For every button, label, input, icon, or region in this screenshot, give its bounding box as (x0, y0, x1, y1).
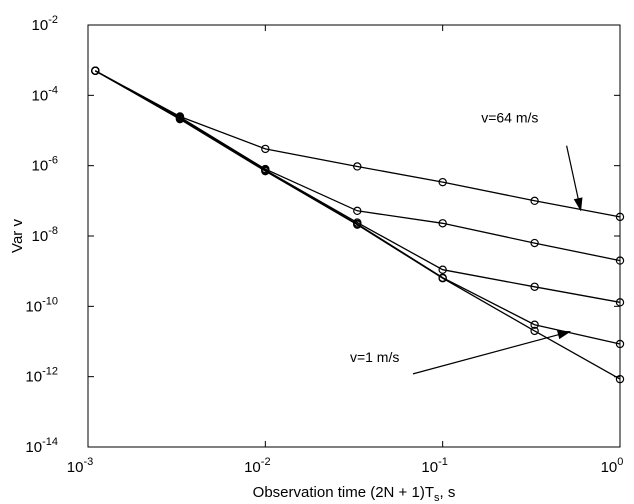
x-tick-label-base: 10 (67, 459, 84, 476)
series-2-point (530, 238, 539, 248)
annotation-label: v=64 m/s (481, 109, 538, 125)
y-tick-label: 10-14 (25, 436, 58, 456)
y-tick-label-base: 10 (32, 158, 49, 175)
y-tick-label-exponent: -8 (48, 225, 58, 237)
series-5-point (91, 66, 100, 75)
series-4-point (530, 320, 539, 329)
y-tick-label-base: 10 (32, 228, 49, 245)
annotation-layer: v=64 m/s v=1 m/s (350, 109, 583, 375)
series-2-point (615, 256, 625, 265)
y-tick-label: 10-12 (25, 366, 58, 386)
y-tick-label-exponent: -4 (48, 84, 58, 96)
y-tick-label-base: 10 (32, 87, 49, 104)
y-axis-label: Var v (9, 219, 26, 253)
series-1-point (261, 144, 270, 154)
series-5-point (615, 374, 625, 384)
x-tick-label-base: 10 (421, 459, 438, 476)
y-tick-label-base: 10 (25, 298, 42, 315)
series-3-point (438, 265, 447, 274)
series-line-5 (94, 70, 621, 380)
series-1-point (353, 162, 362, 171)
annotation-arrow-head (573, 197, 583, 212)
y-tick-label: 10-10 (25, 295, 58, 315)
x-tick-label-exponent: 0 (617, 456, 623, 468)
annotation-arrow-head (556, 330, 572, 340)
series-2-point (353, 206, 362, 216)
plot-area (87, 24, 621, 448)
y-tick-label-exponent: -12 (42, 366, 58, 378)
y-tick-label-exponent: -6 (48, 155, 58, 167)
series-2-point (438, 219, 447, 228)
y-tick-label: 10-6 (32, 155, 58, 175)
x-tick-label-base: 10 (244, 459, 261, 476)
series-5-point (261, 166, 270, 176)
y-tick-label-base: 10 (32, 17, 49, 34)
series-1-point (530, 196, 539, 206)
y-tick-label-base: 10 (25, 439, 42, 456)
x-tick-label: 10-1 (421, 456, 447, 476)
series-1-point (615, 212, 625, 222)
x-axis-label-subscript: s (434, 492, 440, 504)
x-tick-label: 100 (601, 456, 624, 476)
series-3-point (530, 282, 539, 291)
x-tick-label-base: 10 (601, 459, 618, 476)
series-3-point (615, 298, 625, 307)
x-tick-label: 10-2 (244, 456, 270, 476)
series-5-point (438, 274, 447, 283)
annotation-label: v=1 m/s (350, 349, 399, 365)
annotation-arrow-shaft (412, 331, 570, 375)
x-tick-label: 10-3 (67, 456, 93, 476)
y-tick-label-exponent: -14 (42, 436, 58, 448)
y-tick-label: 10-2 (32, 14, 58, 34)
y-tick-label-exponent: -2 (48, 14, 58, 26)
series-4-point (615, 339, 625, 349)
y-tick-label: 10-8 (32, 225, 58, 245)
series-5-point (175, 114, 185, 124)
x-axis-label: Observation time (2N + 1)Ts, s (253, 484, 456, 504)
series-1-point (438, 177, 447, 187)
x-axis-label-tail: , s (439, 484, 455, 501)
y-tick-label: 10-4 (32, 84, 58, 104)
y-tick-label-exponent: -10 (42, 295, 58, 307)
x-axis-label-main: Observation time (2N + 1)T (253, 484, 434, 501)
x-tick-label-exponent: -2 (261, 456, 271, 468)
series-5-point (530, 326, 539, 336)
x-tick-label-exponent: -1 (438, 456, 448, 468)
x-tick-label-exponent: -3 (83, 456, 93, 468)
series-layer (91, 66, 625, 384)
series-5-point (353, 220, 362, 229)
y-tick-label-base: 10 (25, 369, 42, 386)
